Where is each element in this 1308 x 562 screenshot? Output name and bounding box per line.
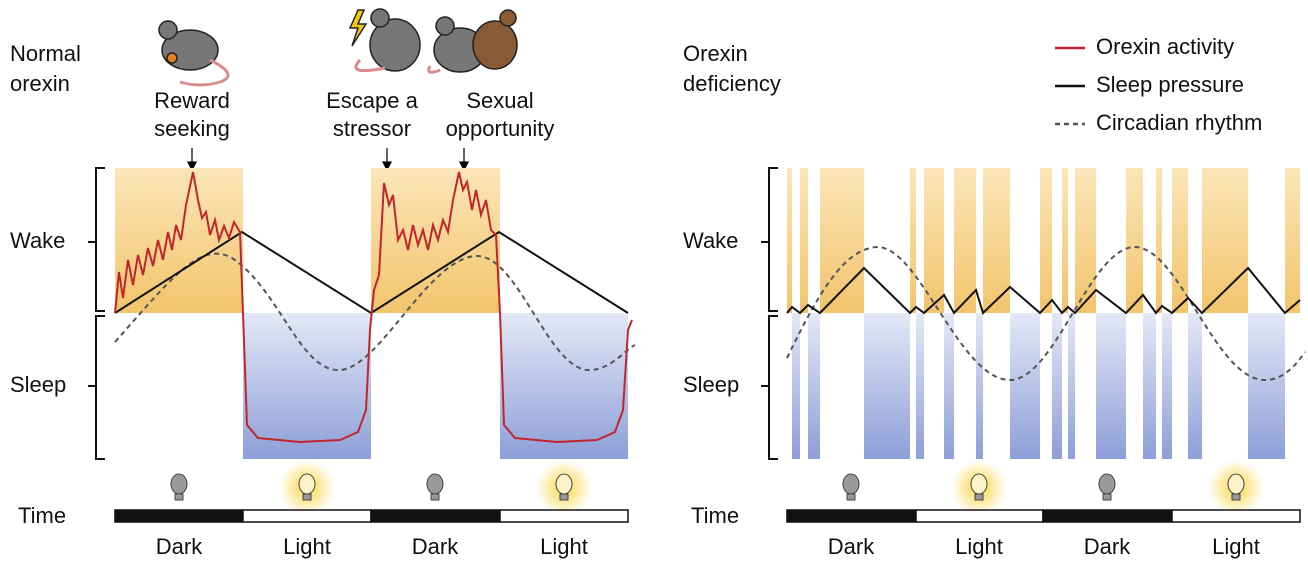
annotation: Reward: [154, 88, 230, 113]
annotation: Escape a: [326, 88, 418, 113]
legend-label: Orexin activity: [1096, 34, 1234, 59]
dark-period: [115, 510, 243, 522]
annotation: seeking: [154, 116, 230, 141]
wake-block: [1285, 168, 1300, 313]
mouse-icon: [350, 9, 517, 72]
sleep-block: [864, 313, 910, 459]
bulb: [1228, 474, 1244, 494]
panel-title: Orexin: [683, 41, 748, 66]
dark-period: [1043, 510, 1172, 522]
light-period: [500, 510, 628, 522]
panel-title: orexin: [10, 71, 70, 96]
panel-title: deficiency: [683, 71, 781, 96]
bulb: [1099, 474, 1115, 494]
wake-block: [115, 168, 243, 313]
bulb: [971, 474, 987, 494]
sleep-block: [944, 313, 954, 459]
annotation: Sexual: [466, 88, 533, 113]
bulb: [843, 474, 859, 494]
wake-block: [1156, 168, 1162, 313]
sleep-block: [916, 313, 924, 459]
bulb: [171, 474, 187, 494]
time-label: Time: [18, 503, 66, 528]
bulb-icon: [843, 460, 1264, 516]
bulb-base: [560, 494, 568, 500]
bulb-base: [975, 494, 983, 500]
wake-block: [1172, 168, 1188, 313]
food: [167, 53, 177, 63]
figure: Normal orexin Reward seeking Escape a st…: [0, 0, 1308, 562]
sleep-block: [500, 313, 628, 459]
sleep-block: [1188, 313, 1202, 459]
time-label: Time: [691, 503, 739, 528]
period-label: Light: [1212, 534, 1260, 559]
panel-title: Normal: [10, 41, 81, 66]
y-label: Wake: [10, 228, 65, 253]
annotation: opportunity: [446, 116, 555, 141]
wake-block: [1062, 168, 1068, 313]
page: Normal orexin Reward seeking Escape a st…: [0, 0, 1308, 562]
wake-block: [787, 168, 792, 313]
sleep-block: [792, 313, 800, 459]
period-label: Dark: [156, 534, 203, 559]
bulb-base: [303, 494, 311, 500]
wake-block: [371, 168, 500, 313]
bulb: [299, 474, 315, 494]
light-period: [243, 510, 371, 522]
sleep-block: [243, 313, 371, 459]
wake-block: [800, 168, 808, 313]
state-stripes: [787, 168, 1300, 459]
light-period: [1172, 510, 1300, 522]
period-label: Light: [955, 534, 1003, 559]
mouse-ear: [436, 17, 454, 35]
y-label: Wake: [683, 228, 738, 253]
bulb-icon: [171, 460, 592, 516]
lightning: [350, 10, 366, 46]
bulb-base: [1103, 494, 1111, 500]
sleep-block: [1068, 313, 1075, 459]
mouse-tail: [429, 66, 440, 72]
legend-label: Circadian rhythm: [1096, 110, 1262, 135]
sleep-block: [1248, 313, 1285, 459]
bulb-base: [431, 494, 439, 500]
bulb: [556, 474, 572, 494]
sleep-block: [1162, 313, 1172, 459]
period-label: Dark: [1084, 534, 1131, 559]
wake-block: [1126, 168, 1143, 313]
period-label: Dark: [412, 534, 459, 559]
sleep-block: [1052, 313, 1062, 459]
dark-period: [787, 510, 916, 522]
arrows: [188, 148, 468, 170]
bulb-base: [175, 494, 183, 500]
bulb-base: [847, 494, 855, 500]
mouse-icon: [159, 21, 228, 85]
mouse-ear: [500, 10, 516, 26]
wake-block: [910, 168, 916, 313]
time-bar: [115, 510, 628, 522]
y-label: Sleep: [10, 372, 66, 397]
state-bracket: [88, 168, 105, 459]
sleep-block: [1143, 313, 1156, 459]
wake-block: [954, 168, 976, 313]
wake-block: [1040, 168, 1052, 313]
sleep-block: [1010, 313, 1040, 459]
mouse-ear: [371, 9, 389, 27]
time-bar: [787, 510, 1300, 522]
period-label: Light: [283, 534, 331, 559]
sleep-block: [808, 313, 820, 459]
light-period: [916, 510, 1043, 522]
period-label: Dark: [828, 534, 875, 559]
sleep-block: [1096, 313, 1126, 459]
period-label: Light: [540, 534, 588, 559]
state-bracket: [761, 168, 778, 459]
mouse-body: [473, 21, 517, 69]
sleep-block: [976, 313, 983, 459]
bulb: [427, 474, 443, 494]
bulb-base: [1232, 494, 1240, 500]
y-label: Sleep: [683, 372, 739, 397]
legend-label: Sleep pressure: [1096, 72, 1244, 97]
mouse-ear: [159, 21, 177, 39]
dark-period: [371, 510, 500, 522]
annotation: stressor: [333, 116, 411, 141]
